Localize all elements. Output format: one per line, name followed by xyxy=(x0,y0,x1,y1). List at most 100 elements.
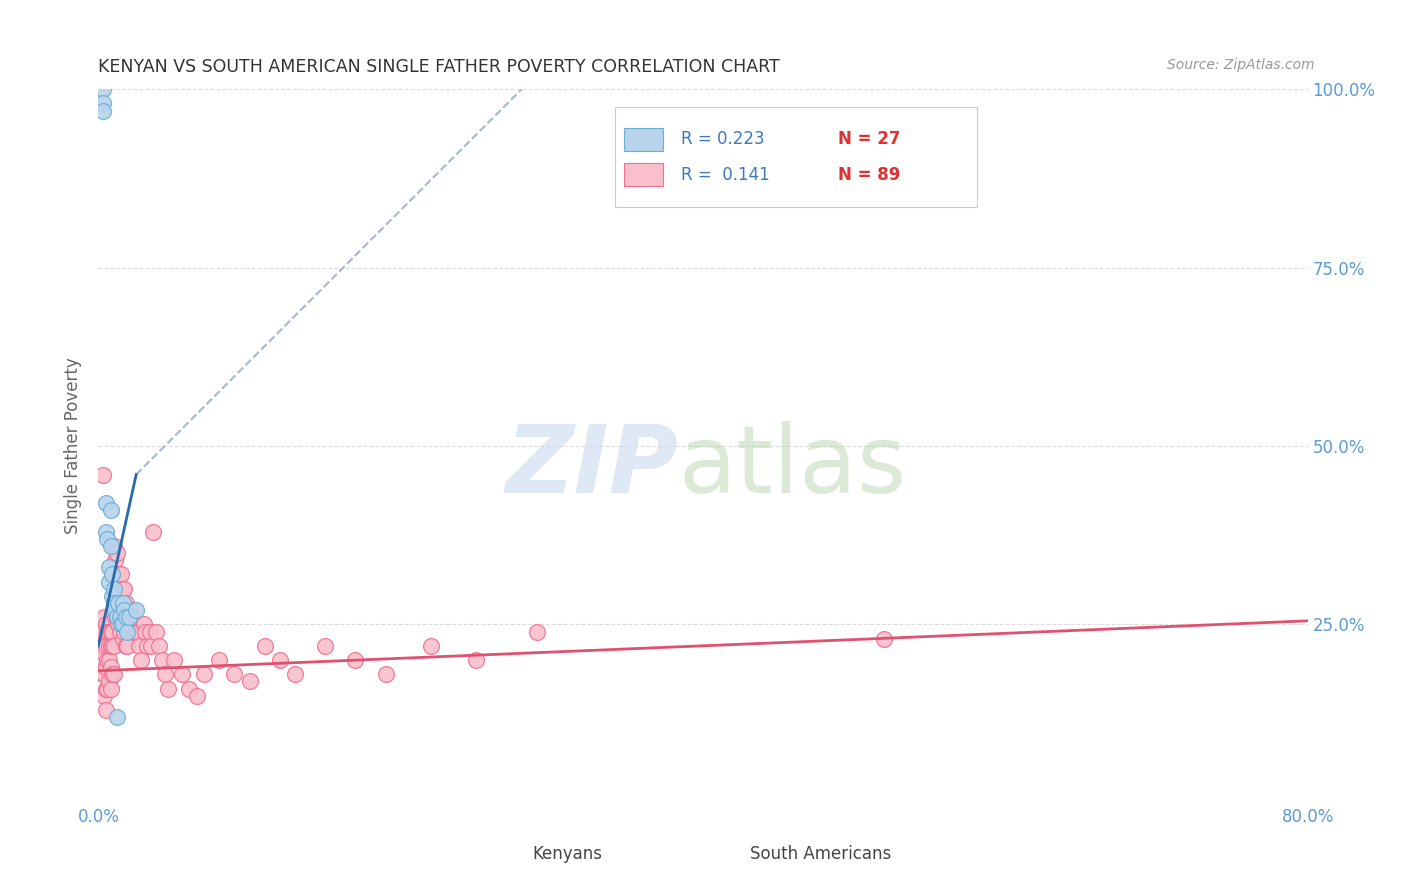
Point xyxy=(124,617,146,632)
Point xyxy=(96,653,118,667)
Point xyxy=(163,653,186,667)
Point xyxy=(127,624,149,639)
Point xyxy=(98,624,121,639)
Point xyxy=(125,624,148,639)
Point xyxy=(105,610,128,624)
FancyBboxPatch shape xyxy=(614,107,977,207)
Point xyxy=(269,653,291,667)
Point xyxy=(101,567,124,582)
Point xyxy=(103,596,125,610)
Text: Kenyans: Kenyans xyxy=(533,846,603,863)
Point xyxy=(139,624,162,639)
Point xyxy=(91,103,114,118)
Point xyxy=(104,603,127,617)
Point xyxy=(129,653,152,667)
Point xyxy=(111,596,134,610)
Point xyxy=(156,681,179,696)
Point xyxy=(105,710,128,724)
Point xyxy=(98,653,121,667)
Point xyxy=(91,82,114,96)
Point xyxy=(94,660,117,674)
Point xyxy=(132,617,155,632)
Point xyxy=(91,96,114,111)
Point xyxy=(111,632,134,646)
Point xyxy=(465,653,488,667)
Point xyxy=(115,603,138,617)
Bar xyxy=(709,847,735,862)
Point xyxy=(94,524,117,539)
Point xyxy=(108,624,131,639)
Text: R =  0.141: R = 0.141 xyxy=(682,166,770,184)
Point xyxy=(118,617,141,632)
Text: N = 89: N = 89 xyxy=(838,166,901,184)
Text: atlas: atlas xyxy=(679,421,907,514)
Point xyxy=(101,639,124,653)
Point xyxy=(111,617,134,632)
Point xyxy=(179,681,201,696)
Point xyxy=(344,653,367,667)
Point xyxy=(93,689,115,703)
Point xyxy=(93,624,115,639)
Point xyxy=(96,532,118,546)
Point xyxy=(98,574,121,589)
Point xyxy=(150,653,173,667)
Point xyxy=(208,653,231,667)
Point xyxy=(134,624,156,639)
Point xyxy=(115,639,138,653)
Text: R = 0.223: R = 0.223 xyxy=(682,130,765,148)
Point xyxy=(114,596,136,610)
Point xyxy=(108,610,131,624)
Point xyxy=(98,639,121,653)
Point xyxy=(153,667,176,681)
Point xyxy=(94,703,117,717)
Point xyxy=(98,674,121,689)
Point xyxy=(110,617,132,632)
Text: KENYAN VS SOUTH AMERICAN SINGLE FATHER POVERTY CORRELATION CHART: KENYAN VS SOUTH AMERICAN SINGLE FATHER P… xyxy=(98,58,780,76)
Point xyxy=(128,639,150,653)
Point xyxy=(193,667,215,681)
Point xyxy=(112,582,135,596)
Point xyxy=(101,667,124,681)
Point xyxy=(108,582,131,596)
Point xyxy=(100,660,122,674)
Point xyxy=(125,603,148,617)
Point xyxy=(105,610,128,624)
Point xyxy=(98,560,121,574)
Point xyxy=(105,546,128,560)
Point xyxy=(142,524,165,539)
Point xyxy=(101,589,124,603)
Point xyxy=(100,624,122,639)
Point xyxy=(253,639,276,653)
Point xyxy=(91,667,114,681)
Point xyxy=(94,496,117,510)
Point xyxy=(104,553,127,567)
Point xyxy=(186,689,208,703)
Y-axis label: Single Father Poverty: Single Father Poverty xyxy=(65,358,83,534)
Point xyxy=(103,582,125,596)
Point xyxy=(284,667,307,681)
Point xyxy=(122,617,145,632)
Point xyxy=(103,539,125,553)
Point xyxy=(374,667,396,681)
Point xyxy=(114,610,136,624)
Point xyxy=(93,667,115,681)
Point xyxy=(148,639,170,653)
Bar xyxy=(624,128,664,151)
Point xyxy=(94,639,117,653)
Point xyxy=(103,596,125,610)
Point xyxy=(239,674,262,689)
Point xyxy=(94,681,117,696)
Point xyxy=(121,610,143,624)
Point xyxy=(103,667,125,681)
Point xyxy=(170,667,193,681)
Point xyxy=(100,503,122,517)
Point xyxy=(91,653,114,667)
Point xyxy=(96,624,118,639)
Point xyxy=(224,667,246,681)
Text: ZIP: ZIP xyxy=(506,421,679,514)
Point xyxy=(91,624,114,639)
Point xyxy=(145,624,167,639)
Point xyxy=(103,639,125,653)
Point xyxy=(100,539,122,553)
Point xyxy=(112,624,135,639)
